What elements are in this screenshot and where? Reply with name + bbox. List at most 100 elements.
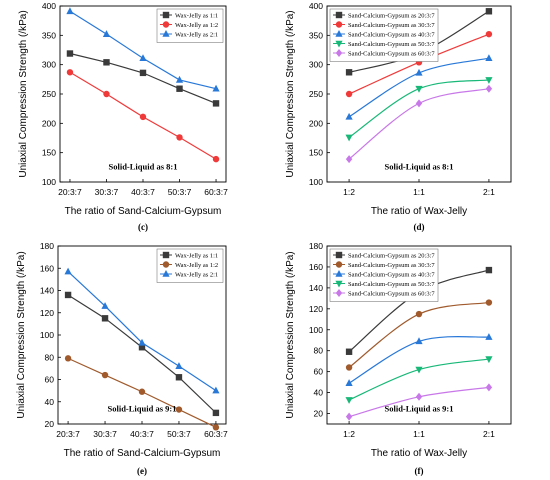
y-tick-label: 140 xyxy=(309,283,323,293)
data-point xyxy=(212,155,220,163)
legend-swatch-marker xyxy=(335,270,343,277)
data-point xyxy=(345,155,353,164)
y-tick-label: 160 xyxy=(309,262,323,272)
data-point xyxy=(175,362,183,369)
x-tick-label: 20:3:7 xyxy=(56,429,80,439)
legend-entry: Sand-Calcium-Gypsum as 20:3:7 xyxy=(348,12,435,19)
data-point xyxy=(485,356,493,364)
x-tick-label: 50:3:7 xyxy=(167,429,191,439)
legend: Wax-Jelly as 1:1 Wax-Jelly as 1:2 Wax-Jell… xyxy=(156,8,224,43)
chart-panel-c: 100 150 200 250 300 350 400 20:3:7 30:3:7 40:3:7 5… xyxy=(18,1,228,232)
legend: Wax-Jelly as 1:1 Wax-Jelly as 1:2 Wax-Jell… xyxy=(156,248,224,283)
data-point xyxy=(345,364,353,371)
panel-label: (e) xyxy=(137,466,147,476)
data-point xyxy=(345,412,353,421)
y-tick-label: 350 xyxy=(42,30,56,40)
condition-annotation: Solid-Liquid as 8:1 xyxy=(109,162,178,172)
data-point xyxy=(212,424,220,431)
y-tick-label: 160 xyxy=(40,263,54,273)
y-tick-label: 180 xyxy=(309,241,323,251)
data-point xyxy=(415,85,423,93)
x-tick-label: 2:1 xyxy=(483,429,495,439)
data-point xyxy=(485,266,493,274)
legend-swatch-marker xyxy=(162,11,170,19)
legend-entry: Wax-Jelly as 2:1 xyxy=(175,271,218,278)
y-tick-label: 40 xyxy=(314,388,324,398)
x-tick-label: 60:3:7 xyxy=(204,187,228,197)
series-line-1 xyxy=(67,294,217,414)
legend-entry: Sand-Calcium-Gypsum as 40:3:7 xyxy=(348,31,435,38)
data-point xyxy=(175,406,183,413)
data-point xyxy=(485,299,493,306)
legend-swatch-marker xyxy=(335,261,343,268)
data-point xyxy=(175,374,183,381)
condition-annotation: Solid-Liquid as 9:1 xyxy=(108,404,177,414)
data-point xyxy=(485,8,493,15)
data-point xyxy=(103,59,110,66)
y-tick-label: 120 xyxy=(309,304,323,314)
data-point xyxy=(212,100,220,107)
y-axis-title: Uniaxial Compression Strength (/kPa) xyxy=(285,251,296,418)
legend-swatch-marker xyxy=(335,280,343,288)
data-point xyxy=(345,112,353,120)
legend-swatch-marker xyxy=(162,30,170,37)
y-tick-label: 180 xyxy=(40,241,54,251)
legend-entry: Wax-Jelly as 1:2 xyxy=(175,262,218,269)
y-tick-label: 20 xyxy=(45,419,55,429)
y-tick-label: 200 xyxy=(309,118,323,128)
data-point xyxy=(138,388,146,395)
data-point xyxy=(485,77,493,84)
y-tick-label: 100 xyxy=(40,330,54,340)
data-point xyxy=(64,291,72,299)
y-axis-title: Uniaxial Compression Strength (/kPa) xyxy=(16,251,27,418)
data-point xyxy=(66,7,74,15)
y-tick-label: 140 xyxy=(40,286,54,296)
chart-panel-d: 100 150 200 250 300 350 400 1:2 1:1 2:1 Sand-Calci… xyxy=(285,1,512,232)
data-point xyxy=(66,69,74,76)
x-axis-title: The ratio of Wax-Jelly xyxy=(371,206,467,217)
data-point xyxy=(139,54,147,62)
data-point xyxy=(64,267,72,275)
y-tick-label: 200 xyxy=(42,118,56,128)
legend-swatch-marker xyxy=(335,11,343,19)
data-point xyxy=(485,383,493,392)
data-point xyxy=(415,366,423,374)
legend: Sand-Calcium-Gypsum as 20:3:7 Sand-Calciu… xyxy=(329,248,439,302)
legend-entry: Wax-Jelly as 1:1 xyxy=(175,12,218,19)
y-tick-label: 150 xyxy=(309,148,323,158)
data-point xyxy=(485,333,493,340)
data-point xyxy=(485,54,493,62)
y-tick-label: 100 xyxy=(309,177,323,187)
x-tick-label: 30:3:7 xyxy=(95,187,119,197)
condition-annotation: Solid-Liquid as 8:1 xyxy=(385,162,454,172)
legend-swatch-marker xyxy=(335,30,343,37)
data-point xyxy=(345,90,353,98)
data-point xyxy=(415,337,423,345)
panel-label: (f) xyxy=(415,466,424,476)
data-point xyxy=(138,338,146,346)
y-tick-label: 60 xyxy=(45,375,55,385)
y-tick-label: 100 xyxy=(42,177,56,187)
y-tick-label: 20 xyxy=(314,409,324,419)
panel-label: (c) xyxy=(138,222,148,232)
y-tick-label: 40 xyxy=(45,397,55,407)
data-point xyxy=(101,302,109,309)
x-tick-label: 20:3:7 xyxy=(58,187,82,197)
y-tick-label: 250 xyxy=(42,89,56,99)
data-point xyxy=(103,90,110,98)
data-point xyxy=(345,397,353,404)
series-line-3 xyxy=(67,271,217,392)
legend-entry: Sand-Calcium-Gypsum as 60:3:7 xyxy=(348,290,435,297)
x-tick-label: 1:1 xyxy=(413,187,425,197)
legend-swatch-marker xyxy=(335,21,343,28)
y-tick-label: 80 xyxy=(314,346,324,356)
data-point xyxy=(212,409,220,417)
legend-entry: Wax-Jelly as 1:2 xyxy=(175,22,218,29)
legend-entry: Wax-Jelly as 1:1 xyxy=(175,252,218,259)
legend-swatch-marker xyxy=(335,251,343,259)
data-point xyxy=(415,310,423,318)
data-point xyxy=(66,50,74,57)
legend-entry: Sand-Calcium-Gypsum as 60:3:7 xyxy=(348,50,435,57)
data-point xyxy=(485,84,493,93)
